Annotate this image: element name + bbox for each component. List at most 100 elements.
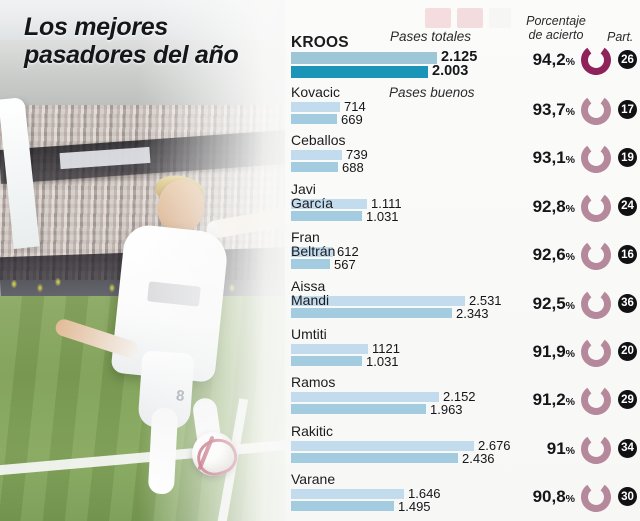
accuracy-donut-icon <box>581 336 611 367</box>
bar-good-passes <box>291 355 362 366</box>
percent-symbol: % <box>565 106 575 118</box>
table-row: Aissa Mandi 2.531 2.343 92,5% 36 <box>285 277 640 328</box>
bar-group <box>291 102 501 124</box>
participations-badge: 30 <box>618 487 637 507</box>
bar-group <box>291 198 501 221</box>
player-name: Ceballos <box>291 132 346 149</box>
percent-symbol: % <box>565 251 575 264</box>
player-photo: 8 <box>0 0 300 521</box>
player-name: Varane <box>291 471 336 488</box>
bar-good-passes <box>291 114 337 124</box>
player-name: KROOS <box>291 34 349 51</box>
bar-group <box>291 440 501 463</box>
percent-symbol: % <box>565 56 575 68</box>
page-title: Los mejores pasadores del año <box>24 13 286 69</box>
bar-good-passes <box>291 452 458 463</box>
value-total-passes: 1.111 <box>371 195 402 211</box>
value-good-passes: 2.343 <box>456 305 489 321</box>
value-total-passes: 2.531 <box>469 292 502 308</box>
watermark-block-2 <box>457 8 483 28</box>
bar-total-passes <box>291 102 340 112</box>
accuracy-percentage: 94,2% <box>532 50 575 69</box>
participations-badge: 17 <box>618 100 637 119</box>
participations-badge: 16 <box>618 245 637 265</box>
percent-symbol: % <box>565 493 575 506</box>
player-name: Aissa Mandi <box>291 277 330 308</box>
participations-badge: 24 <box>618 196 637 216</box>
value-good-passes: 1.495 <box>398 499 431 515</box>
title-line-1: Los mejores <box>24 13 168 41</box>
table-row: Fran Beltrán 612 567 92,6% 16 <box>285 229 640 279</box>
accuracy-donut-icon <box>581 288 611 319</box>
table-row: Ceballos 739 688 93,1% 19 <box>285 132 640 182</box>
bar-total-passes <box>291 392 439 403</box>
table-row: Umtiti 1121 1.031 91,9% 20 <box>285 325 640 376</box>
bar-group <box>291 489 501 512</box>
bar-group <box>291 247 501 270</box>
bar-group <box>291 392 501 415</box>
player-name: Umtiti <box>291 325 327 342</box>
bar-total-passes <box>291 489 404 500</box>
value-total-passes: 1121 <box>372 340 400 356</box>
header-good-passes: Pases buenos <box>389 85 475 100</box>
accuracy-percentage: 91,2% <box>532 390 575 410</box>
value-total-passes: 612 <box>337 244 359 260</box>
participations-badge: 26 <box>618 50 637 69</box>
header-total-passes: Pases totales <box>390 29 472 44</box>
table-row: Varane 1.646 1.495 90,8% 30 <box>285 471 640 521</box>
accuracy-percentage: 92,8% <box>532 196 575 216</box>
bar-total-passes <box>291 150 342 161</box>
player-name: Javi García <box>291 180 334 211</box>
percent-symbol: % <box>565 444 575 457</box>
photo-right-fade <box>0 0 300 521</box>
bar-good-passes <box>291 404 426 415</box>
bar-group <box>291 150 501 173</box>
table-row: Ramos 2.152 1.963 91,2% 29 <box>285 374 640 424</box>
bar-good-passes <box>291 66 428 78</box>
bar-group <box>291 295 501 318</box>
bar-group <box>291 343 501 366</box>
participations-badge: 34 <box>618 438 637 458</box>
accuracy-donut-icon <box>581 385 611 416</box>
value-good-passes: 1.031 <box>366 353 399 369</box>
table-row: Kovacic 714 669 93,7% 17 <box>285 85 640 134</box>
value-total-passes: 739 <box>346 147 368 163</box>
header-accuracy: Porcentaje de acierto <box>513 14 599 43</box>
header-participations: Part. <box>607 30 634 44</box>
participations-badge: 36 <box>618 293 637 313</box>
accuracy-donut-icon <box>581 433 611 464</box>
percent-symbol: % <box>565 396 575 409</box>
value-total-passes: 714 <box>344 99 366 114</box>
table-row: Rakitic 2.676 2.436 91% 34 <box>285 422 640 473</box>
percent-symbol: % <box>565 299 575 312</box>
value-good-passes: 1.963 <box>430 402 463 418</box>
player-name: Ramos <box>291 374 336 391</box>
title-line-2: pasadores del año <box>24 40 239 69</box>
table-row: KROOS 2.125 2.003 94,2% 26 <box>285 34 640 86</box>
bar-good-passes <box>291 162 338 173</box>
value-good-passes: 688 <box>342 160 364 176</box>
watermark-block-3 <box>489 8 511 28</box>
table-row: Javi García 1.111 1.031 92,8% 24 <box>285 180 640 231</box>
bar-total-passes <box>291 295 465 306</box>
bar-good-passes <box>291 259 330 270</box>
accuracy-percentage: 92,6% <box>532 245 575 265</box>
bar-good-passes <box>291 307 452 318</box>
accuracy-donut-icon <box>581 191 611 222</box>
publisher-watermark <box>425 8 515 30</box>
value-good-passes: 2.003 <box>432 63 469 79</box>
header-accuracy-line-1: Porcentaje <box>526 14 586 28</box>
accuracy-donut-icon <box>581 143 611 174</box>
value-total-passes: 2.676 <box>478 437 511 453</box>
accuracy-percentage: 93,1% <box>532 148 575 168</box>
value-total-passes: 1.646 <box>408 486 441 502</box>
value-total-passes: 2.152 <box>443 389 476 405</box>
bar-total-passes <box>291 343 368 354</box>
player-name: Fran Beltrán <box>291 229 336 260</box>
header-accuracy-line-2: de acierto <box>528 28 584 43</box>
accuracy-donut-icon <box>581 482 611 513</box>
player-name: Rakitic <box>291 422 334 439</box>
participations-badge: 29 <box>618 390 637 410</box>
value-good-passes: 567 <box>334 257 356 273</box>
